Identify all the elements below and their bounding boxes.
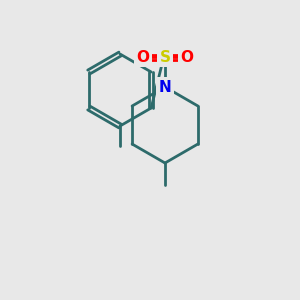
Text: O: O (136, 50, 149, 64)
Text: O: O (181, 50, 194, 64)
Text: N: N (159, 80, 171, 94)
Text: S: S (160, 50, 170, 64)
